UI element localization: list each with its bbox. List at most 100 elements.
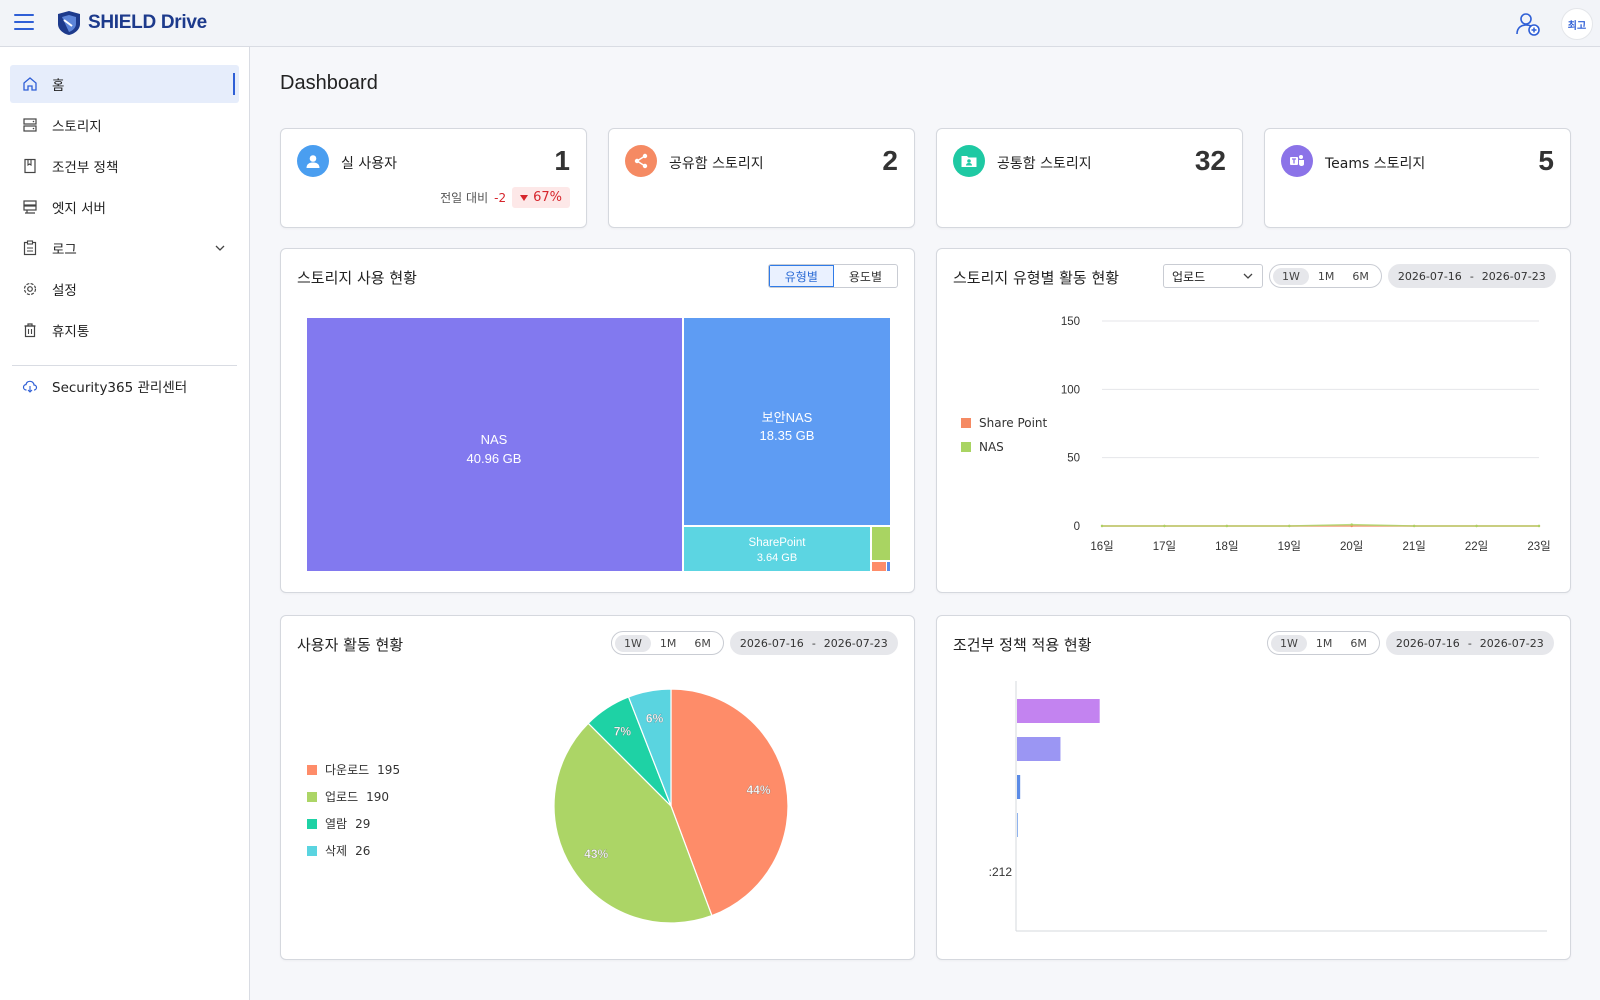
data-point[interactable] (1288, 524, 1291, 528)
legend-item[interactable]: 업로드 190 (307, 788, 400, 805)
home-icon (23, 77, 37, 91)
x-tick-label: 17일 (1153, 539, 1176, 553)
pie-legend: 다운로드 195 업로드 190 열람 29 삭제 26 (307, 761, 400, 869)
sidebar-item-security365[interactable]: Security365 관리센터 (10, 367, 239, 405)
period-1w[interactable]: 1W (1273, 267, 1309, 285)
activity-type-select[interactable]: 업로드 (1163, 264, 1263, 288)
tab-by-usage[interactable]: 용도별 (848, 269, 882, 284)
period-1w[interactable]: 1W (615, 634, 651, 652)
period-6m[interactable]: 6M (694, 636, 711, 650)
x-tick-label: 16일 (1090, 539, 1113, 553)
stat-compare: 전일 대비 -2 67% (440, 187, 570, 208)
date-from: 2026-07-16 (1397, 269, 1462, 283)
legend-swatch (307, 845, 317, 856)
sidebar-item-home[interactable]: 홈 (10, 65, 239, 103)
pie-slice[interactable] (670, 688, 789, 917)
treemap-tile-sharepoint[interactable]: SharePoint 3.64 GB (684, 527, 870, 571)
sidebar-item-label: Security365 관리센터 (52, 380, 188, 396)
series-line[interactable] (1102, 523, 1539, 527)
chevron-down-icon[interactable] (213, 241, 227, 255)
sidebar-item-edge-server[interactable]: 엣지 서버 (10, 188, 239, 226)
date-to: 2026-07-23 (1479, 636, 1544, 650)
trash-icon (24, 323, 36, 338)
period-1m[interactable]: 1M (659, 636, 677, 650)
y-tick-label: 50 (1067, 453, 1080, 465)
activity-filters: 1W 1M 6M 2026-07-16 - 2026-07-23 (611, 631, 898, 655)
sidebar-item-label: 홈 (52, 78, 65, 94)
pie-percent-label: 44% (746, 783, 770, 797)
activity-filters: 업로드 1W 1M 6M 2026-07-16 - 2026-07-23 (1163, 264, 1556, 288)
chevron-down-icon (1243, 273, 1253, 279)
treemap-value: 3.64 GB (757, 552, 797, 564)
legend-item[interactable]: 열람 29 (307, 815, 400, 832)
legend-item[interactable]: 다운로드 195 (307, 761, 400, 778)
treemap-tile-small-blue[interactable] (887, 562, 890, 571)
legend-item[interactable]: 삭제 26 (307, 842, 400, 859)
bar[interactable] (1017, 813, 1018, 837)
legend-swatch (307, 818, 317, 829)
sidebar-item-policy[interactable]: 조건부 정책 (10, 147, 239, 185)
data-point[interactable] (1100, 524, 1104, 528)
data-point[interactable] (1225, 524, 1229, 528)
avatar[interactable]: 최고 (1561, 8, 1593, 40)
sidebar-item-trash[interactable]: 휴지통 (10, 311, 239, 349)
bar[interactable] (1017, 737, 1061, 761)
user-activity-panel: 사용자 활동 현황 1W 1M 6M 2026-07-16 - 2026-07-… (280, 615, 915, 960)
add-user-icon[interactable] (1515, 11, 1541, 37)
stat-value: 5 (1538, 145, 1554, 176)
treemap-tile-small-green[interactable] (872, 527, 890, 560)
legend-value: 29 (355, 816, 371, 831)
stat-label: 공유함 스토리지 (669, 156, 764, 172)
legend-label: NAS (979, 440, 1004, 454)
date-to: 2026-07-23 (1481, 269, 1546, 283)
treemap-tile-nas[interactable]: NAS 40.96 GB (307, 318, 682, 571)
sidebar-item-storage[interactable]: 스토리지 (10, 106, 239, 144)
period-toggle: 1W 1M 6M (1267, 631, 1380, 655)
period-6m[interactable]: 6M (1350, 636, 1367, 650)
brand-logo[interactable]: SHIELD Drive (56, 10, 207, 36)
tab-by-type[interactable]: 유형별 (768, 265, 834, 287)
stat-value: 1 (554, 145, 570, 176)
storage-usage-panel: 스토리지 사용 현황 유형별 용도별 NAS 40.96 GB 보안NAS 18… (280, 248, 915, 593)
menu-icon[interactable] (14, 14, 34, 32)
data-point[interactable] (1163, 524, 1166, 528)
sidebar-item-label: 조건부 정책 (52, 160, 119, 176)
treemap-tile-secure-nas[interactable]: 보안NAS 18.35 GB (684, 318, 890, 525)
axis-label: :212 (989, 865, 1013, 879)
date-range[interactable]: 2026-07-16 - 2026-07-23 (1387, 264, 1556, 288)
legend-label: 업로드 (325, 790, 359, 804)
data-point[interactable] (1537, 524, 1541, 528)
legend-item[interactable]: Share Point (961, 416, 1047, 430)
x-tick-label: 18일 (1215, 539, 1238, 553)
period-1m[interactable]: 1M (1317, 269, 1335, 283)
legend-value: 190 (366, 789, 390, 804)
pie-percent-label: 6% (646, 712, 664, 726)
data-point[interactable] (1475, 524, 1478, 528)
storage-activity-line-chart: 0 50 100 150 16일 17일 18일 19일 20일 21일 22일 23일 (1061, 316, 1551, 553)
stat-label: 공통함 스토리지 (997, 156, 1092, 172)
data-point[interactable] (1412, 524, 1416, 528)
period-1m[interactable]: 1M (1315, 636, 1333, 650)
policy-bar-chart: :212 (989, 681, 1547, 932)
bar[interactable] (1017, 699, 1100, 723)
sidebar-item-log[interactable]: 로그 (10, 229, 239, 267)
x-tick-label: 22일 (1465, 539, 1488, 553)
teams-icon (1281, 145, 1313, 177)
treemap-tile-small-orange[interactable] (872, 562, 886, 571)
pie-slice[interactable] (627, 688, 672, 807)
user-activity-pie-chart: 44% 43% 7% 6% (553, 688, 789, 924)
bar[interactable] (1017, 775, 1021, 799)
sidebar-item-label: 로그 (52, 242, 77, 258)
stat-card-teams-storage: Teams 스토리지 5 (1264, 128, 1571, 228)
date-range[interactable]: 2026-07-16 - 2026-07-23 (729, 631, 898, 655)
sidebar-item-settings[interactable]: 설정 (10, 270, 239, 308)
stat-card-shared-storage: 공유함 스토리지 2 (608, 128, 915, 228)
data-point[interactable] (1350, 523, 1353, 526)
pie-slice[interactable] (553, 722, 713, 924)
period-1w[interactable]: 1W (1271, 634, 1307, 652)
date-range[interactable]: 2026-07-16 - 2026-07-23 (1385, 631, 1554, 655)
legend-item[interactable]: NAS (961, 440, 1047, 454)
panel-title: 조건부 정책 적용 현황 (953, 636, 1092, 654)
storage-icon (23, 118, 37, 132)
period-6m[interactable]: 6M (1352, 269, 1369, 283)
